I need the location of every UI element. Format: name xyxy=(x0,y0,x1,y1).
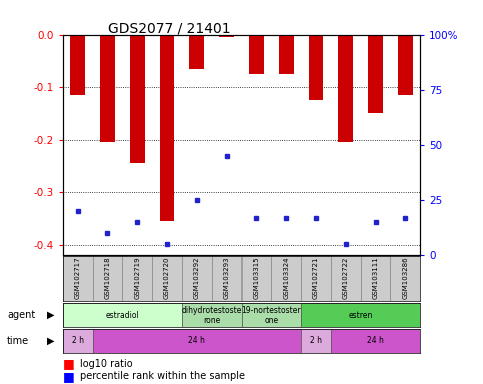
Bar xyxy=(93,256,122,301)
Bar xyxy=(159,35,174,221)
Bar xyxy=(390,256,420,301)
Bar xyxy=(182,256,212,301)
Bar xyxy=(331,256,361,301)
Text: GSM103293: GSM103293 xyxy=(224,257,229,299)
Bar xyxy=(93,329,301,353)
Bar xyxy=(63,303,182,327)
Bar xyxy=(242,256,271,301)
Bar xyxy=(398,35,413,95)
Text: estradiol: estradiol xyxy=(105,311,139,320)
Bar xyxy=(338,35,353,142)
Bar xyxy=(63,329,93,353)
Bar xyxy=(309,35,324,100)
Text: GSM103315: GSM103315 xyxy=(254,257,259,299)
Bar xyxy=(219,35,234,37)
Bar xyxy=(63,256,93,301)
Text: GSM102720: GSM102720 xyxy=(164,257,170,299)
Bar xyxy=(301,256,331,301)
Text: 24 h: 24 h xyxy=(188,336,205,345)
Bar xyxy=(368,35,383,113)
Text: ▶: ▶ xyxy=(47,310,55,320)
Bar xyxy=(331,329,420,353)
Text: GSM103292: GSM103292 xyxy=(194,257,200,299)
Bar xyxy=(100,35,115,142)
Text: GSM103286: GSM103286 xyxy=(402,257,408,299)
Text: GSM102721: GSM102721 xyxy=(313,257,319,299)
Text: 2 h: 2 h xyxy=(310,336,322,345)
Bar xyxy=(152,256,182,301)
Text: GSM102718: GSM102718 xyxy=(104,257,111,299)
Text: GSM102719: GSM102719 xyxy=(134,257,140,299)
Bar xyxy=(70,35,85,95)
Text: ■: ■ xyxy=(63,370,74,383)
Text: agent: agent xyxy=(7,310,35,320)
Text: ■: ■ xyxy=(63,358,74,371)
Text: percentile rank within the sample: percentile rank within the sample xyxy=(80,371,245,381)
Bar xyxy=(279,35,294,74)
Text: GSM102717: GSM102717 xyxy=(75,257,81,299)
Text: 24 h: 24 h xyxy=(367,336,384,345)
Text: 2 h: 2 h xyxy=(71,336,84,345)
Text: GSM103111: GSM103111 xyxy=(372,257,379,299)
Bar xyxy=(212,256,242,301)
Text: GDS2077 / 21401: GDS2077 / 21401 xyxy=(108,21,230,35)
Bar xyxy=(361,256,390,301)
Text: ▶: ▶ xyxy=(47,336,55,346)
Bar xyxy=(249,35,264,74)
Text: dihydrotestoste
rone: dihydrotestoste rone xyxy=(182,306,242,325)
Bar xyxy=(242,303,301,327)
Bar xyxy=(301,303,420,327)
Bar xyxy=(271,256,301,301)
Text: estren: estren xyxy=(348,311,373,320)
Text: 19-nortestoster
one: 19-nortestoster one xyxy=(242,306,301,325)
Text: log10 ratio: log10 ratio xyxy=(80,359,132,369)
Text: GSM102722: GSM102722 xyxy=(343,257,349,299)
Text: GSM103324: GSM103324 xyxy=(283,257,289,299)
Bar xyxy=(130,35,145,163)
Bar xyxy=(189,35,204,69)
Bar xyxy=(301,329,331,353)
Bar xyxy=(182,303,242,327)
Text: time: time xyxy=(7,336,29,346)
Bar xyxy=(122,256,152,301)
